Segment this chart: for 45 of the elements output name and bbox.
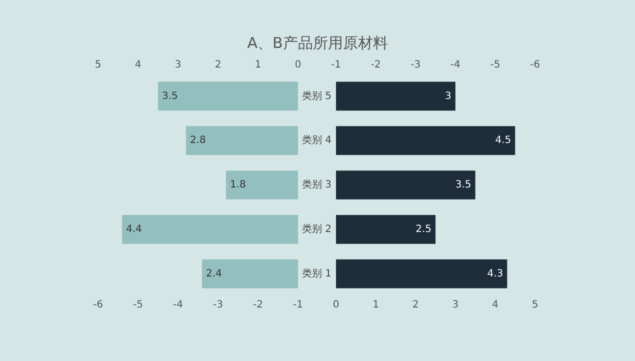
y-tick-label: 类别 4 [302,134,332,146]
data-label: 1.8 [230,180,246,191]
y-tick-label: 类别 5 [302,90,332,102]
x-tick-label: -2 [253,300,263,311]
x-tick-label: 2 [412,300,419,311]
y-tick-label: 类别 3 [302,178,332,191]
bar [336,214,436,244]
bar [336,259,508,288]
data-label: 3 [445,90,452,102]
x-tick-label: -1 [293,300,303,311]
bar [336,82,456,111]
x-tick-label: 4 [492,300,498,311]
data-label: 3.5 [162,90,178,102]
data-label: 2.5 [416,224,432,235]
data-label: 4.4 [126,224,142,235]
x-tick-label: -5 [133,300,143,311]
x-tick-label: -6 [93,300,103,311]
bar [336,170,476,200]
y-tick-label: 类别 1 [302,267,332,280]
x2-tick-label: 2 [214,60,222,71]
x2-tick-label: -1 [331,60,341,71]
x-tick-label: 1 [372,300,379,311]
chart-title: A、B产品所用原材料 [246,34,389,53]
x2-tick-label: -2 [370,60,381,71]
data-label: 2.8 [190,135,206,146]
x2-tick-label: -3 [410,60,421,71]
x-tick-label: 3 [452,300,459,311]
data-label: 4.3 [487,268,504,280]
x-tick-label: -3 [213,300,223,311]
bar [336,126,516,156]
data-label: 4.5 [495,135,512,146]
x-tick-label: -4 [173,300,183,311]
x2-tick-label: -6 [530,60,540,71]
x2-tick-label: 0 [294,60,302,71]
data-label: 2.4 [206,268,222,280]
x2-tick-label: 3 [174,60,182,71]
x2-tick-label: 5 [94,60,102,71]
y-tick-label: 类别 2 [302,222,332,235]
x2-tick-label: 4 [134,60,142,71]
x2-tick-label: -4 [450,60,460,71]
x2-tick-label: 1 [254,60,262,71]
x-tick-label: 0 [332,300,340,311]
x2-tick-label: -5 [490,60,500,71]
x-tick-label: 5 [532,300,538,311]
data-label: 3.5 [455,180,472,191]
